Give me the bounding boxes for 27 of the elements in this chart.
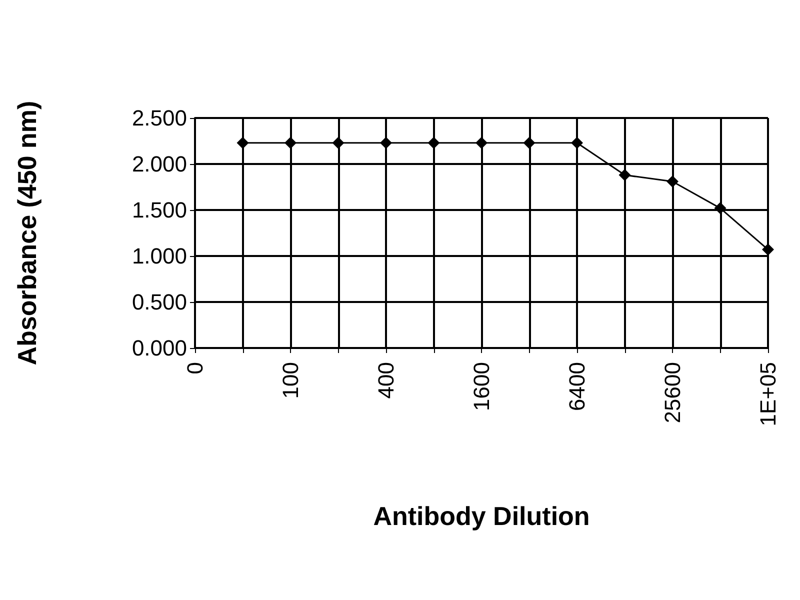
- point: [332, 136, 344, 149]
- y-axis-title: Absorbance (450 nm): [12, 100, 42, 366]
- x-tick-label: 6400: [564, 362, 590, 411]
- point: [666, 175, 678, 188]
- y-tick-label: 2.000: [132, 152, 187, 176]
- x-tick-label: 0: [182, 362, 208, 374]
- x-tick-label: 25600: [660, 362, 685, 424]
- x-tick-label: 100: [278, 362, 303, 399]
- y-tick-label: 0.000: [132, 336, 187, 360]
- x-tick-label: 1E+05: [756, 362, 780, 426]
- point: [236, 136, 249, 149]
- point: [476, 136, 488, 149]
- point: [714, 202, 726, 214]
- x-tick-label: 1600: [469, 362, 494, 411]
- y-tick-label: 0.500: [132, 290, 187, 314]
- point: [571, 136, 583, 149]
- point: [380, 136, 392, 149]
- x-axis-title: Antibody Dilution: [373, 501, 590, 531]
- y-tick-label: 2.500: [132, 106, 187, 130]
- point: [523, 136, 536, 149]
- point: [284, 136, 296, 149]
- y-tick-label: 1.500: [132, 198, 187, 222]
- point: [428, 136, 440, 149]
- point: [618, 169, 631, 182]
- y-tick-label: 1.000: [132, 244, 187, 268]
- point: [762, 244, 774, 256]
- x-tick-label: 400: [374, 362, 398, 399]
